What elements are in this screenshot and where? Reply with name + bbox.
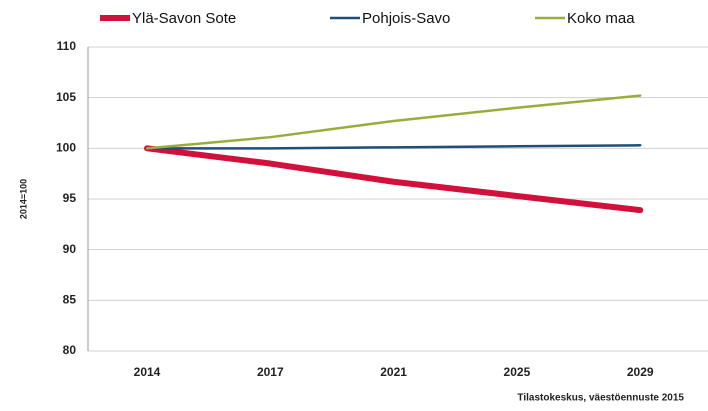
legend-label: Pohjois-Savo xyxy=(362,10,450,27)
x-tick-label: 2021 xyxy=(380,365,407,379)
y-tick-label: 90 xyxy=(63,242,77,256)
y-tick-label: 110 xyxy=(57,39,77,53)
y-axis-label: 2014=100 xyxy=(18,179,28,219)
y-tick-label: 100 xyxy=(56,141,76,155)
x-tick-label: 2025 xyxy=(504,365,531,379)
series-line xyxy=(145,94,642,150)
y-tick-label: 105 xyxy=(56,90,76,104)
source-note: Tilastokeskus, väestöennuste 2015 xyxy=(517,393,684,404)
y-tick-label: 95 xyxy=(63,191,77,205)
series-line xyxy=(144,145,644,214)
y-tick-label: 80 xyxy=(63,343,77,357)
series-line xyxy=(145,144,642,150)
legend-label: Koko maa xyxy=(567,10,635,27)
x-tick-label: 2014 xyxy=(134,365,161,379)
x-tick-label: 2017 xyxy=(257,365,284,379)
legend-label: Ylä-Savon Sote xyxy=(132,10,236,27)
y-tick-label: 85 xyxy=(63,293,77,307)
x-tick-label: 2029 xyxy=(627,365,654,379)
